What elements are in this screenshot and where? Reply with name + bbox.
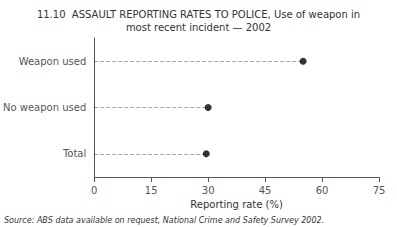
svg-text:Weapon used: Weapon used [19, 56, 87, 67]
svg-text:Total: Total [62, 148, 86, 159]
svg-text:30: 30 [202, 185, 215, 196]
svg-text:Source: ABS data available on: Source: ABS data available on request, N… [4, 216, 324, 225]
svg-text:15: 15 [145, 185, 158, 196]
svg-text:0: 0 [91, 185, 97, 196]
svg-text:most recent incident — 2002: most recent incident — 2002 [126, 22, 271, 33]
svg-text:11.10 ASSAULT REPORTING RATES: 11.10 ASSAULT REPORTING RATES TO POLICE,… [37, 9, 360, 20]
svg-text:60: 60 [316, 185, 329, 196]
svg-text:45: 45 [259, 185, 272, 196]
svg-text:No weapon used: No weapon used [3, 102, 86, 113]
svg-text:Reporting rate (%): Reporting rate (%) [190, 199, 283, 210]
svg-text:75: 75 [373, 185, 386, 196]
